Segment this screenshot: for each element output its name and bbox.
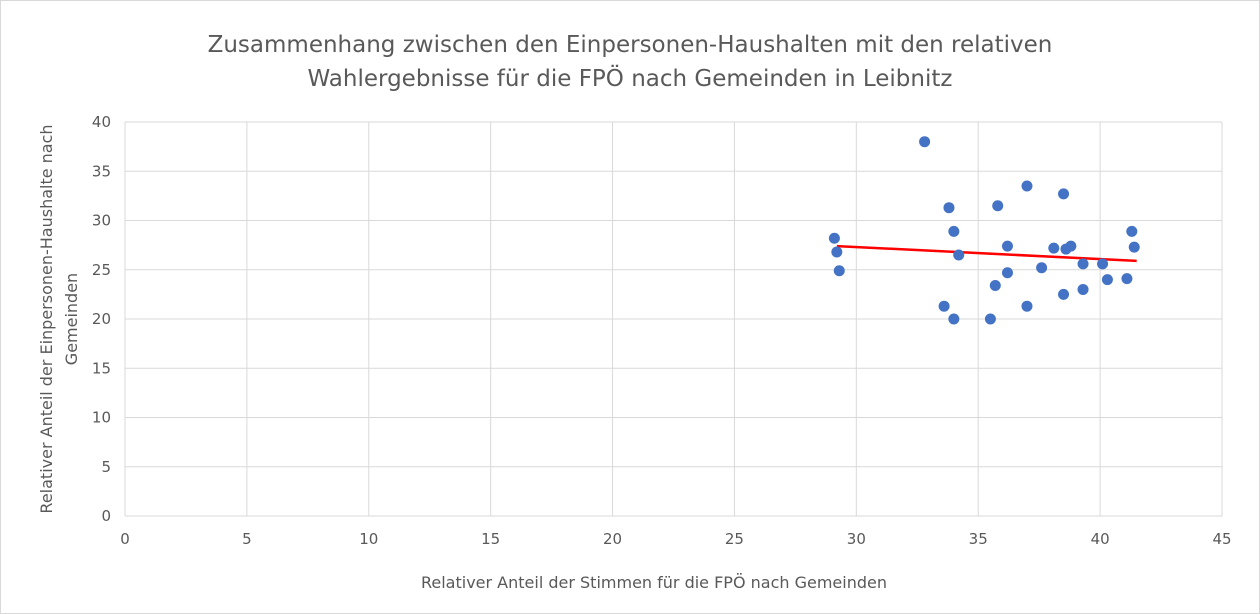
data-point xyxy=(919,136,931,148)
data-point xyxy=(1126,225,1138,237)
data-point xyxy=(1101,274,1113,286)
x-tick-label: 20 xyxy=(603,530,622,548)
x-tick-label: 10 xyxy=(359,530,378,548)
data-point xyxy=(828,232,840,244)
y-tick-label: 25 xyxy=(92,261,111,279)
y-tick-label: 10 xyxy=(92,409,111,427)
x-tick-label: 15 xyxy=(481,530,500,548)
data-point xyxy=(1128,241,1140,253)
gridlines xyxy=(124,121,1223,517)
data-point xyxy=(1021,300,1033,312)
y-tick-label: 35 xyxy=(92,162,111,180)
data-point xyxy=(984,313,996,325)
data-point xyxy=(1058,188,1070,200)
data-point xyxy=(1001,240,1013,252)
y-axis-title-line-1: Relativer Anteil der Einpersonen-Haushal… xyxy=(37,124,56,513)
data-point xyxy=(833,265,845,277)
data-point xyxy=(1021,180,1033,192)
data-point xyxy=(1001,267,1013,279)
data-points xyxy=(828,136,1140,325)
chart-title-line-1: Zusammenhang zwischen den Einpersonen-Ha… xyxy=(207,32,1053,58)
data-point xyxy=(948,313,960,325)
chart-title: Zusammenhang zwischen den Einpersonen-Ha… xyxy=(0,28,1260,96)
x-tick-label: 0 xyxy=(120,530,130,548)
data-point xyxy=(1058,288,1070,300)
y-tick-label: 0 xyxy=(101,507,111,525)
y-tick-label: 5 xyxy=(101,458,111,476)
y-tick-label: 30 xyxy=(92,212,111,230)
y-tick-label: 15 xyxy=(92,359,111,377)
x-tick-label: 30 xyxy=(847,530,866,548)
y-tick-label: 40 xyxy=(92,113,111,131)
data-point xyxy=(1077,258,1089,270)
data-point xyxy=(1065,240,1077,252)
data-point xyxy=(992,200,1004,212)
tick-labels: 0 5 10 15 20 25 30 35 40 0 5 10 15 20 25 30 35 40 45 xyxy=(92,113,1232,548)
data-point xyxy=(1048,242,1060,254)
y-tick-label: 20 xyxy=(92,310,111,328)
data-point xyxy=(1077,283,1089,295)
y-axis-title: Relativer Anteil der Einpersonen-Haushal… xyxy=(37,124,81,513)
data-point xyxy=(938,300,950,312)
x-tick-label: 5 xyxy=(242,530,252,548)
data-point xyxy=(831,246,843,258)
data-point xyxy=(1121,273,1133,285)
chart-title-line-2: Wahlergebnisse für die FPÖ nach Gemeinde… xyxy=(307,66,953,92)
trendline-layer xyxy=(836,244,1137,263)
x-axis-title: Relativer Anteil der Stimmen für die FPÖ… xyxy=(421,573,887,592)
x-tick-label: 35 xyxy=(969,530,988,548)
data-point xyxy=(1097,258,1109,270)
data-point xyxy=(989,280,1001,292)
x-tick-label: 45 xyxy=(1212,530,1231,548)
data-point xyxy=(948,225,960,237)
data-point xyxy=(1036,262,1048,274)
trendline xyxy=(836,244,1137,263)
x-tick-label: 25 xyxy=(725,530,744,548)
x-tick-label: 40 xyxy=(1091,530,1110,548)
y-axis-title-line-2: Gemeinden xyxy=(62,273,81,365)
data-point xyxy=(943,202,955,214)
data-point xyxy=(953,249,965,261)
